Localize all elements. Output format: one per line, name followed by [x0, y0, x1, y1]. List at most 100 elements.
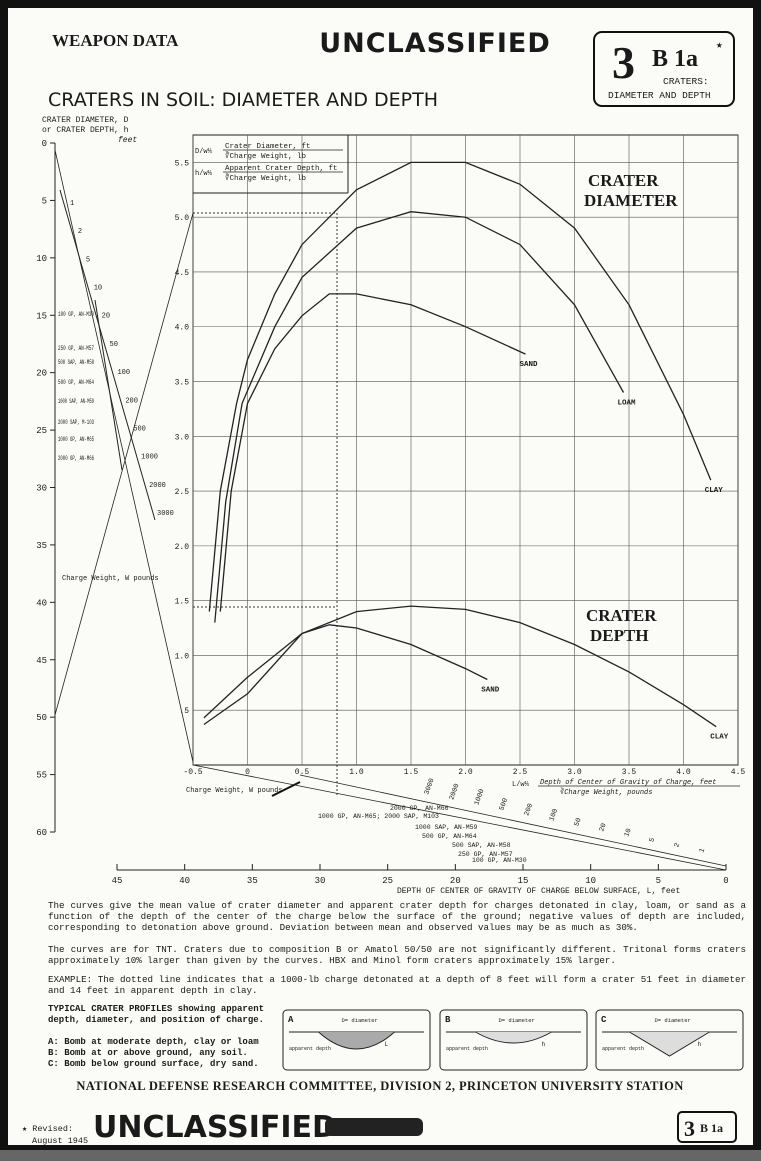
y-tick-label: 5.0: [175, 214, 190, 223]
bomb-label: 2000 GP, AN-M66: [390, 805, 449, 812]
nomo-line: [54, 149, 194, 763]
annotation: CRATER: [588, 171, 659, 190]
x-label-den: ∛Charge Weight, pounds: [560, 787, 652, 797]
profile-letter: B: [445, 1015, 451, 1025]
weight-scale: [59, 189, 156, 521]
formula-den: ∛Charge Weight, lb: [225, 151, 306, 161]
nomo-line: [54, 212, 194, 716]
weight-label: 2000: [149, 482, 166, 490]
y-tick-label: 1.5: [175, 598, 190, 607]
left-axis-unit: feet: [118, 136, 137, 145]
x-tick-label: 4.5: [731, 768, 746, 777]
bottom-tick-label: 0: [723, 876, 728, 886]
bottom-tick-label: 45: [112, 876, 123, 886]
bomb-label: 100 GP, AN-M30: [58, 311, 94, 318]
left-tick-label: 35: [36, 541, 47, 551]
formula-den: ∛Charge Weight, lb: [225, 173, 306, 183]
badge-number: 3: [684, 1116, 695, 1141]
formula-lhs: h/w⅓: [195, 170, 213, 178]
formula-num: Apparent Crater Depth, ft: [225, 165, 338, 173]
profile-box: [439, 1009, 588, 1071]
badge-star: ★: [716, 40, 723, 52]
bomb-label: 2000 SAP, M-103: [58, 419, 94, 426]
bomb-label: 500 GP, AN-M64: [422, 833, 477, 840]
left-tick-label: 10: [36, 254, 47, 264]
left-tick-label: 60: [36, 828, 47, 838]
left-tick-label: 0: [42, 139, 47, 149]
series-label: CLAY: [705, 487, 724, 495]
y-tick-label: 1.0: [175, 652, 190, 661]
footer-committee: NATIONAL DEFENSE RESEARCH COMMITTEE, DIV…: [76, 1079, 683, 1093]
note: EXAMPLE: The dotted line indicates that …: [48, 974, 746, 996]
weight-label: 2: [78, 228, 82, 236]
y-tick-label: 4.0: [175, 324, 190, 333]
y-tick-label: 3.5: [175, 379, 190, 388]
curve: [203, 605, 717, 728]
profile-box: [282, 1009, 431, 1071]
footer-date: August 1945: [32, 1136, 88, 1146]
note: The curves give the mean value of crater…: [48, 900, 746, 933]
left-tick-label: 30: [36, 484, 47, 494]
weight-label: 5: [648, 837, 657, 844]
left-axis-title: or CRATER DEPTH, h: [42, 126, 129, 135]
stamp: UNCLASSIFIED: [319, 28, 551, 59]
profile-l: h: [698, 1041, 702, 1048]
bottom-tick-label: 5: [656, 876, 661, 886]
left-axis-title: CRATER DIAMETER, D: [42, 116, 129, 125]
profile-diameter: D= diameter: [342, 1017, 378, 1024]
badge-code: B 1a: [652, 46, 698, 72]
bomb-label: 500 SAP, AN-M58: [452, 842, 511, 849]
weight-label: 200: [125, 397, 138, 405]
crater: [475, 1031, 552, 1044]
bomb-label: 1000 SAP, AN-M59: [58, 398, 94, 405]
bottom-axis-title: DEPTH OF CENTER OF GRAVITY OF CHARGE BEL…: [397, 887, 680, 896]
left-tick-label: 5: [42, 196, 47, 206]
bottom-tick-label: 30: [315, 876, 326, 886]
weight-label: 3000: [423, 777, 436, 796]
weight-label: 200: [523, 803, 535, 818]
y-tick-label: 2.0: [175, 543, 190, 552]
x-tick-label: -0.5: [183, 768, 202, 777]
weight-label: 2000: [448, 783, 461, 802]
bomb-label: 250 GP, AN-M57: [58, 345, 94, 352]
weight-label: 500: [133, 425, 146, 433]
y-tick-label: 4.5: [175, 269, 190, 278]
weight-label: 10: [623, 828, 633, 839]
note: The curves are for TNT. Craters due to c…: [48, 944, 746, 966]
curve: [214, 211, 625, 623]
arrow: [271, 781, 301, 797]
weight-label: 3000: [157, 510, 174, 518]
left-tick-label: 25: [36, 426, 47, 436]
weight-label: 50: [573, 817, 583, 828]
badge-caption: DIAMETER AND DEPTH: [608, 90, 711, 101]
left-tick-label: 50: [36, 713, 47, 723]
x-tick-label: 0.5: [295, 768, 310, 777]
bottom-tick-label: 40: [179, 876, 190, 886]
weight-label: 20: [102, 313, 110, 321]
stamp: UNCLASSIFIED: [93, 1110, 337, 1145]
profile-intro: TYPICAL CRATER PROFILES showing apparent…: [48, 1004, 265, 1025]
bomb-label: 1000 SAP, AN-M59: [415, 824, 478, 831]
curve: [203, 624, 488, 719]
weight-label: 50: [110, 341, 118, 349]
annotation: DEPTH: [590, 626, 649, 645]
redaction: [325, 1118, 423, 1136]
y-tick-label: 2.5: [175, 488, 190, 497]
header-left: WEAPON DATA: [52, 31, 179, 50]
curve: [208, 161, 712, 612]
formula-lhs: D/w⅓: [195, 148, 213, 156]
weight-label: 1000: [141, 454, 158, 462]
series-label: SAND: [519, 361, 538, 369]
y-tick-label: 5.5: [175, 159, 190, 168]
profile-depth: apparent depth: [289, 1046, 331, 1052]
weight-label: 1: [70, 200, 74, 208]
nomo-line: [192, 764, 727, 871]
profile-l: L: [385, 1041, 389, 1048]
formula-num: Crater Diameter, ft: [225, 143, 311, 151]
badge-frame: [677, 1111, 737, 1143]
profile-letter: C: [601, 1015, 607, 1025]
profile-box: [595, 1009, 744, 1071]
profile-diameter: D= diameter: [655, 1017, 691, 1024]
y-tick-label: 3.0: [175, 433, 190, 442]
badge-code: B 1a: [700, 1121, 723, 1135]
